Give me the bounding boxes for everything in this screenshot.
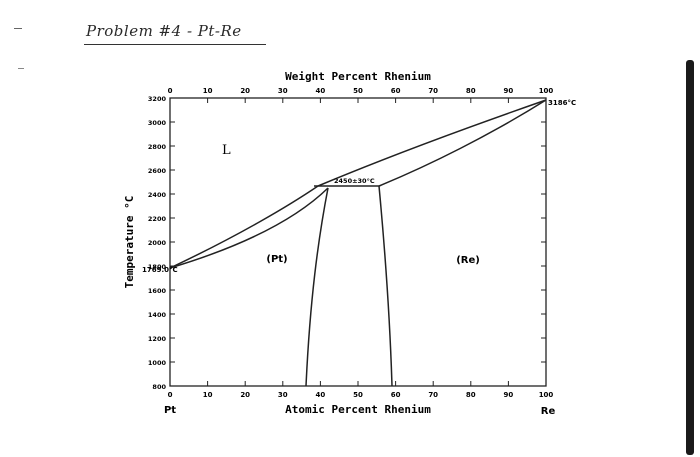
y-tick-label: 2400 [148, 191, 167, 199]
bottom-tick-labels: 0 10 20 30 40 50 60 70 80 90 100 [168, 381, 554, 399]
bottom-tick-label: 60 [391, 391, 401, 399]
top-tick-label: 10 [203, 87, 213, 95]
re-solvus-curve [378, 185, 393, 387]
liquid-region-label: L [222, 143, 231, 158]
top-tick-label: 30 [278, 87, 288, 95]
top-tick-label: 100 [539, 87, 554, 95]
top-tick-label: 80 [466, 87, 476, 95]
handwritten-title: Problem #4 - Pt-Re [86, 22, 242, 40]
plot-frame [169, 97, 547, 387]
pt-melting-label: 1769.0°C [142, 266, 178, 274]
bottom-tick-label: 90 [504, 391, 514, 399]
re-phase-label: (Re) [456, 255, 480, 266]
bottom-tick-label: 30 [278, 391, 288, 399]
y-tick-label: 2000 [148, 239, 167, 247]
top-tick-label: 20 [240, 87, 250, 95]
top-tick-label: 60 [391, 87, 401, 95]
pt-phase-label: (Pt) [266, 254, 287, 265]
y-tick-label: 2600 [148, 167, 167, 175]
y-tick-label: 1600 [148, 287, 167, 295]
solidus-pt-curve [169, 187, 329, 269]
top-tick-label: 90 [504, 87, 514, 95]
left-element-label: Pt [164, 405, 176, 416]
top-tick-labels: 0 10 20 30 40 50 60 70 80 90 100 [168, 87, 554, 103]
margin-mark [14, 28, 22, 29]
y-tick-label: 2800 [148, 143, 167, 151]
top-tick-label: 0 [168, 87, 173, 95]
bottom-tick-label: 40 [316, 391, 326, 399]
y-tick-label: 1400 [148, 311, 167, 319]
bottom-tick-label: 100 [539, 391, 554, 399]
right-element-label: Re [541, 406, 556, 417]
top-tick-label: 70 [428, 87, 438, 95]
bottom-tick-label: 50 [353, 391, 363, 399]
y-tick-labels: 3200 3000 2800 2600 2400 2200 2000 1800 1600 1400… [148, 95, 546, 391]
re-melting-label: 3186°C [548, 99, 576, 107]
x-axis-label: Atomic Percent Rhenium [285, 403, 431, 416]
peritectic-label: 2450±30°C [334, 177, 375, 185]
solidus-re-curve [378, 99, 547, 187]
y-tick-label: 3000 [148, 119, 167, 127]
top-axis-title: Weight Percent Rhenium [285, 70, 431, 83]
y-tick-label: 1000 [148, 359, 167, 367]
bottom-tick-label: 70 [428, 391, 438, 399]
bottom-tick-label: 80 [466, 391, 476, 399]
y-tick-label: 2200 [148, 215, 167, 223]
bottom-tick-label: 20 [240, 391, 250, 399]
margin-mark [18, 68, 24, 69]
top-tick-label: 40 [316, 87, 326, 95]
y-tick-label: 800 [152, 383, 166, 391]
pt-solvus-curve [305, 187, 329, 387]
scrollbar[interactable] [686, 60, 694, 455]
y-tick-label: 1200 [148, 335, 167, 343]
y-tick-label: 3200 [148, 95, 167, 103]
title-underline [84, 44, 266, 45]
bottom-tick-label: 10 [203, 391, 213, 399]
top-tick-label: 50 [353, 87, 363, 95]
bottom-tick-label: 0 [168, 391, 173, 399]
y-tick-label: 1800 [148, 263, 167, 271]
y-axis-label: Temperature °C [123, 196, 136, 289]
